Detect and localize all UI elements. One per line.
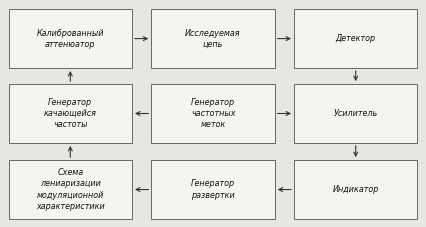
Bar bbox=[294, 84, 417, 143]
Text: Генератор
частотных
меток: Генератор частотных меток bbox=[191, 98, 235, 129]
Text: Генератор
развертки: Генератор развертки bbox=[191, 180, 235, 200]
Text: Калиброванный
аттенюатор: Калиброванный аттенюатор bbox=[37, 29, 104, 49]
Bar bbox=[9, 9, 132, 68]
Bar bbox=[9, 84, 132, 143]
Bar bbox=[151, 160, 275, 219]
Text: Индикатор: Индикатор bbox=[333, 185, 379, 194]
Bar bbox=[9, 160, 132, 219]
Text: Исследуемая
цепь: Исследуемая цепь bbox=[185, 29, 241, 49]
Text: Детектор: Детектор bbox=[336, 34, 376, 43]
Text: Усилитель: Усилитель bbox=[334, 109, 378, 118]
Bar bbox=[294, 160, 417, 219]
Bar bbox=[294, 9, 417, 68]
Bar bbox=[151, 84, 275, 143]
Text: Схема
лениаризации
модуляционной
характеристики: Схема лениаризации модуляционной характе… bbox=[36, 168, 105, 211]
Text: Генератор
качающейся
частоты: Генератор качающейся частоты bbox=[44, 98, 97, 129]
Bar bbox=[151, 9, 275, 68]
